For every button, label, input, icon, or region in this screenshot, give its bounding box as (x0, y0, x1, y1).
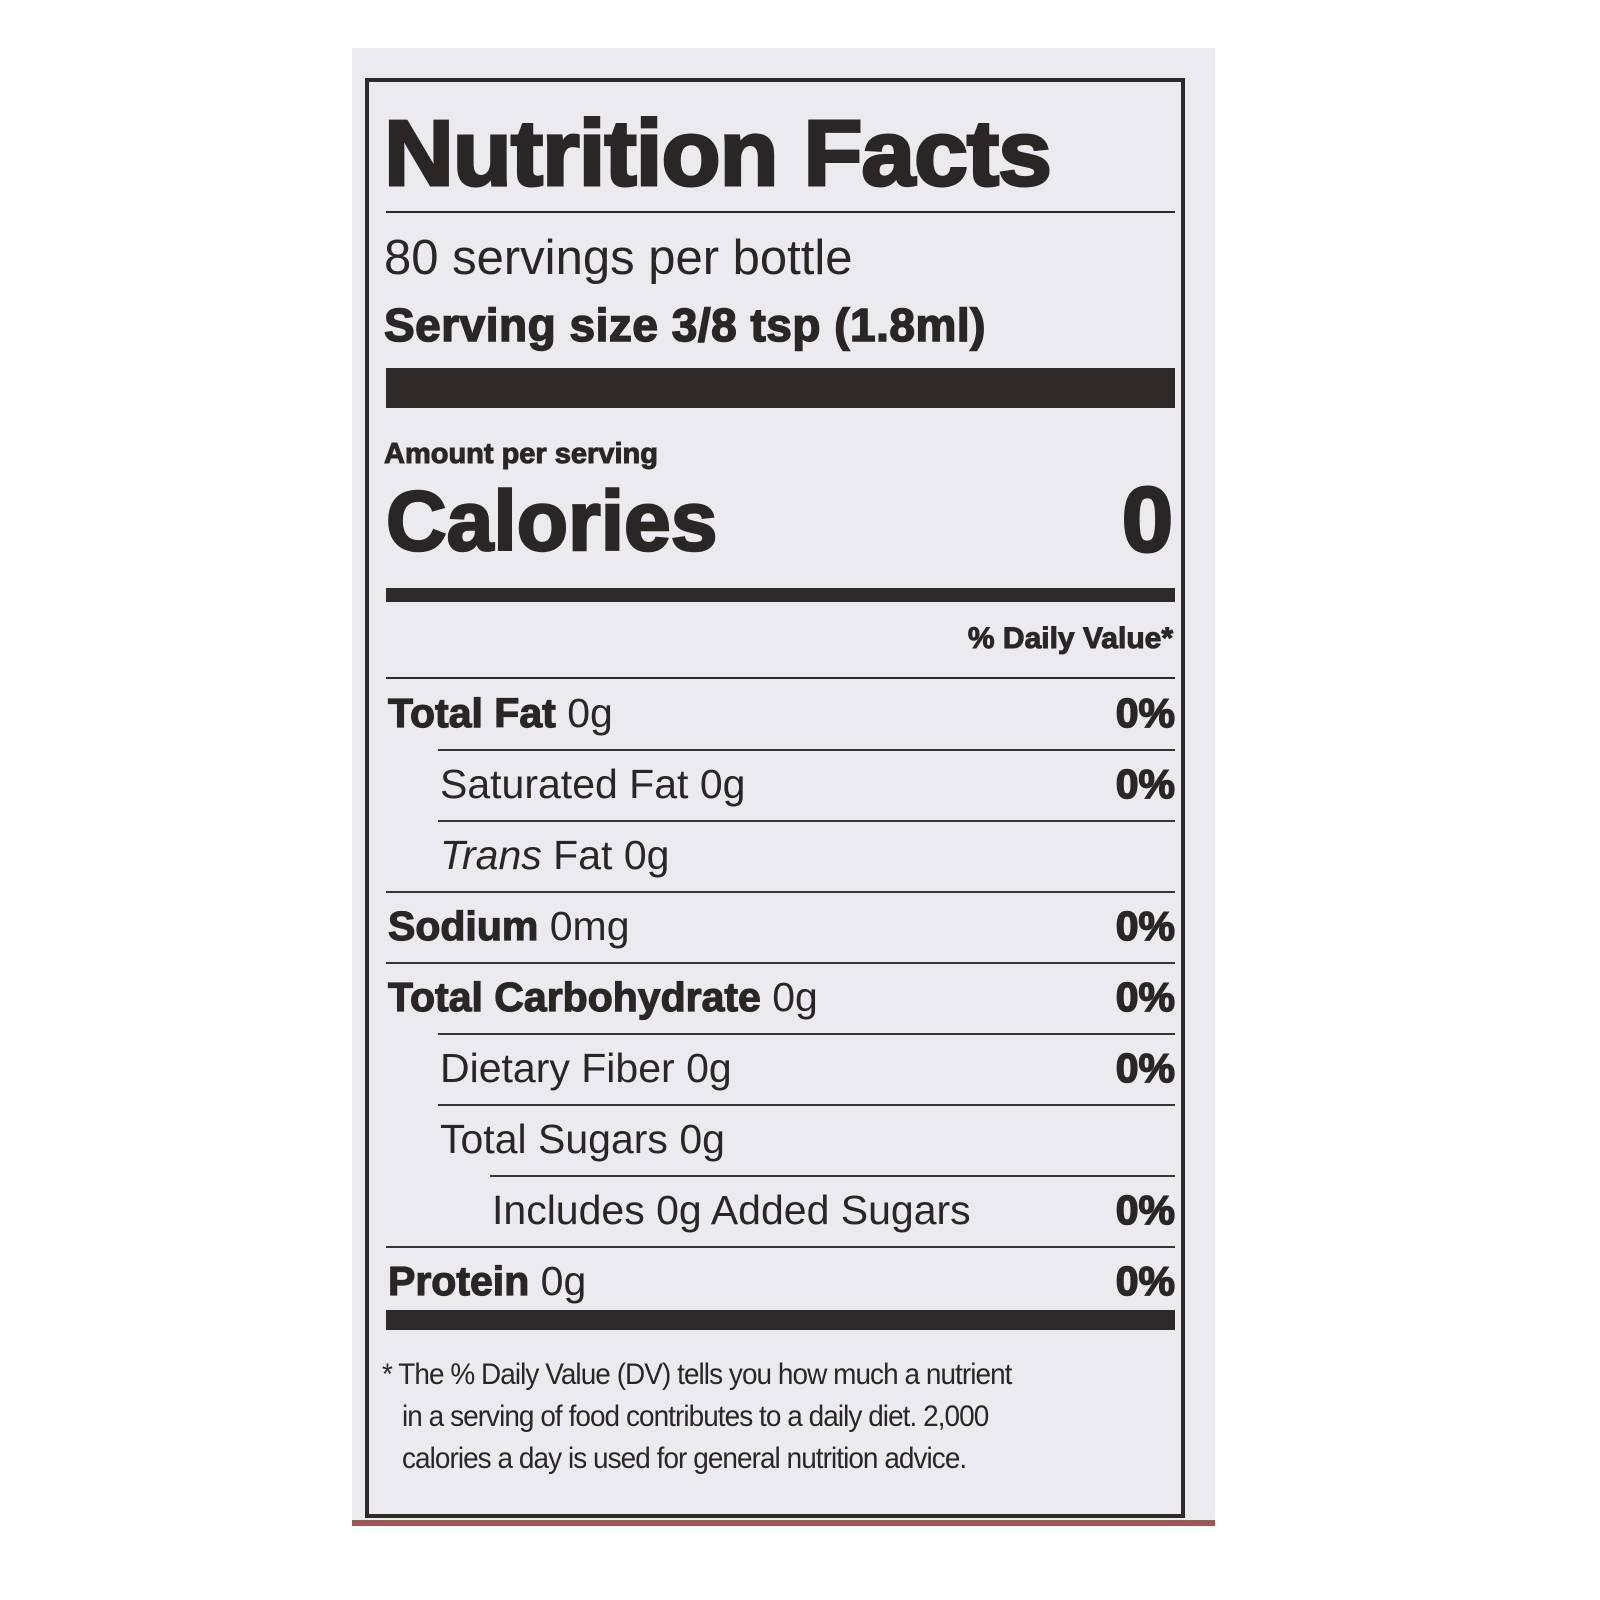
daily-value-header: % Daily Value* (967, 622, 1173, 656)
label-title: Nutrition Facts (382, 100, 1053, 207)
nutrient-name: Saturated Fat (440, 761, 689, 807)
row-divider (438, 1104, 1175, 1106)
nutrient-amount: 0g (699, 761, 746, 807)
nutrient-row: Saturated Fat 0g 0% (386, 751, 1176, 822)
row-divider (386, 891, 1175, 893)
nutrient-row: Protein 0g 0% (386, 1248, 1175, 1319)
servings-per-container: 80 servings per bottle (384, 231, 853, 285)
calories-value: 0 (1120, 468, 1174, 573)
divider-thick (386, 1310, 1175, 1330)
nutrient-row: Sodium 0mg 0% (386, 893, 1176, 964)
nutrient-amount: 0g (567, 690, 613, 736)
footnote-line: calories a day is used for general nutri… (402, 1442, 967, 1475)
row-divider (438, 749, 1175, 751)
nutrient-daily-value: 0% (1115, 1044, 1176, 1092)
row-divider (438, 820, 1175, 822)
nutrient-label: Saturated Fat 0g (440, 761, 745, 808)
divider-thin (386, 677, 1175, 679)
nutrient-name: Total Carbohydrate (387, 973, 761, 1020)
nutrient-row: Total Carbohydrate 0g 0% (386, 964, 1176, 1035)
row-divider (490, 1175, 1175, 1177)
nutrient-daily-value: 0% (1115, 689, 1176, 737)
row-divider (386, 1246, 1175, 1248)
nutrient-label: Total Sugars 0g (440, 1116, 725, 1163)
nutrient-amount: 0g (540, 1258, 587, 1304)
nutrient-name: Protein (387, 1257, 530, 1304)
nutrient-label: Dietary Fiber 0g (440, 1045, 732, 1092)
nutrient-amount: 0g (679, 1116, 725, 1162)
nutrient-row: Includes 0g Added Sugars 0% (386, 1177, 1176, 1248)
nutrient-amount: 0g (772, 974, 818, 1020)
nutrient-daily-value: 0% (1115, 1186, 1176, 1234)
nutrient-daily-value: 0% (1115, 902, 1176, 950)
nutrient-label: Trans Fat 0g (440, 832, 669, 879)
nutrient-amount: 0g (686, 1045, 732, 1091)
nutrient-label: Total Fat 0g (387, 689, 613, 737)
label-border (365, 78, 1185, 1518)
nutrient-row: Total Fat 0g 0% (386, 680, 1176, 751)
divider-thin (386, 211, 1175, 213)
nutrient-label: Protein 0g (387, 1257, 587, 1305)
calories-label: Calories (385, 473, 719, 570)
amount-per-serving: Amount per serving (384, 438, 659, 471)
nutrient-name-suffix: Fat (553, 832, 613, 878)
divider-medium (386, 588, 1175, 602)
nutrient-label: Includes 0g Added Sugars (492, 1187, 971, 1234)
nutrient-name: Sodium (387, 902, 539, 949)
nutrient-row: Dietary Fiber 0g 0% (386, 1035, 1176, 1106)
nutrient-name: Total Fat (387, 689, 556, 736)
nutrient-name: Includes 0g Added Sugars (492, 1187, 971, 1233)
nutrient-daily-value: 0% (1115, 973, 1176, 1021)
nutrient-amount: 0g (623, 832, 670, 878)
nutrient-label: Total Carbohydrate 0g (387, 973, 818, 1021)
nutrient-name: Trans (440, 832, 542, 878)
nutrient-amount: 0mg (549, 903, 630, 949)
row-divider (386, 962, 1175, 964)
nutrient-daily-value: 0% (1115, 760, 1176, 808)
row-divider (438, 1033, 1175, 1035)
nutrient-row: Total Sugars 0g (386, 1106, 1175, 1177)
footnote-line: in a serving of food contributes to a da… (402, 1400, 989, 1433)
nutrient-name: Dietary Fiber (440, 1045, 675, 1091)
nutrition-label: Nutrition Facts 80 servings per bottle S… (352, 48, 1215, 1526)
divider-thick (386, 368, 1175, 408)
nutrient-name: Total Sugars (440, 1116, 668, 1162)
serving-size: Serving size 3/8 tsp (1.8ml) (383, 298, 987, 352)
nutrient-row: Trans Fat 0g (386, 822, 1175, 893)
footnote-line: * The % Daily Value (DV) tells you how m… (382, 1358, 1012, 1391)
nutrient-label: Sodium 0mg (387, 902, 630, 950)
nutrient-daily-value: 0% (1115, 1257, 1176, 1305)
